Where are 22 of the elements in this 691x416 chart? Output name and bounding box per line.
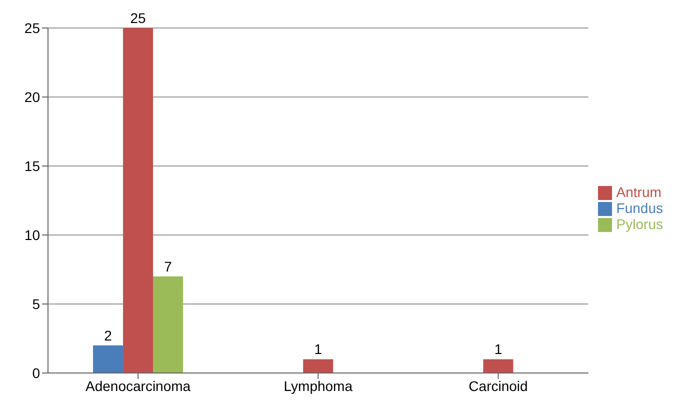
x-tick-label: Lymphoma [284, 378, 353, 394]
y-tick-label: 0 [32, 364, 40, 381]
bar [93, 345, 124, 373]
bar [483, 359, 514, 373]
data-label: 1 [494, 341, 502, 358]
data-label: 7 [164, 258, 172, 274]
legend-label: Antrum [616, 184, 662, 200]
x-tick-label: Adenocarcinoma [86, 378, 191, 394]
legend-label: Pylorus [616, 216, 663, 232]
y-tick-label: 20 [24, 88, 40, 105]
legend-label: Fundus [616, 200, 663, 216]
data-label: 25 [130, 10, 146, 26]
y-tick-label: 15 [24, 158, 40, 174]
x-tick-label: Carcinoid [468, 378, 528, 394]
bar [123, 28, 154, 373]
y-tick-label: 5 [32, 296, 40, 312]
data-label: 1 [314, 341, 322, 358]
data-label: 2 [104, 327, 112, 344]
y-tick-label: 10 [24, 226, 40, 243]
bar [153, 276, 184, 373]
bar [303, 359, 334, 373]
y-tick-label: 25 [24, 20, 40, 36]
